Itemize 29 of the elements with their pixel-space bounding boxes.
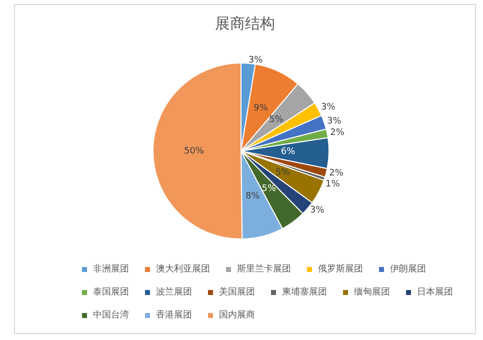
data-label: 2% <box>330 128 345 138</box>
legend-label: 泰国展团 <box>93 286 129 298</box>
chart-title: 展商结构 <box>215 14 275 32</box>
data-label: 9% <box>254 103 268 114</box>
data-label: 1% <box>326 180 340 190</box>
legend-label: 俄罗斯展团 <box>318 264 363 274</box>
data-label: 50% <box>184 146 204 156</box>
legend-label: 非洲展团 <box>93 264 129 274</box>
legend-label: 美国展团 <box>219 286 255 298</box>
data-label: 3% <box>327 116 342 126</box>
legend-label: 波兰展团 <box>156 286 192 298</box>
data-label: 3% <box>321 102 336 113</box>
data-label: 6% <box>280 147 296 158</box>
legend-label: 香港展团 <box>156 310 192 320</box>
legend-label: 中国台湾 <box>93 310 129 320</box>
data-label: 5% <box>262 184 276 194</box>
legend-label: 澳大利亚展团 <box>156 264 210 274</box>
legend-label: 缅甸展团 <box>354 286 390 298</box>
data-label: 8% <box>246 192 260 202</box>
legend-label: 国内展商 <box>219 310 255 320</box>
data-label: 5% <box>275 168 290 178</box>
data-label: 5% <box>269 114 284 125</box>
data-label: 2% <box>329 168 344 179</box>
legend-label: 日本展团 <box>417 286 453 298</box>
data-label: 3% <box>248 55 264 66</box>
legend-label: 斯里兰卡展团 <box>237 264 291 274</box>
legend-label: 柬埔寨展团 <box>282 286 327 298</box>
legend-label: 伊朗展团 <box>390 264 426 274</box>
data-label: 3% <box>310 205 325 216</box>
